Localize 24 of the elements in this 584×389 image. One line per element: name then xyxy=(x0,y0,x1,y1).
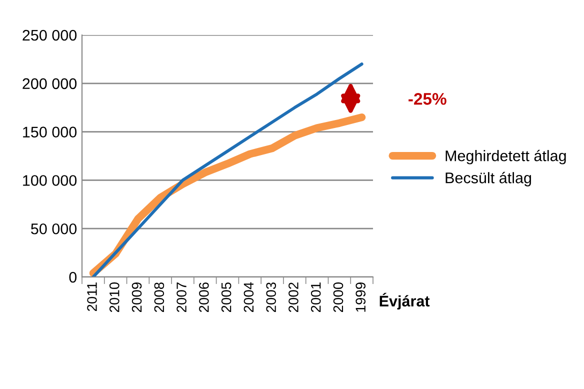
x-tick-label: 2002 xyxy=(288,282,298,312)
y-tick-label: 200 000 xyxy=(22,78,77,90)
x-axis-title: Évjárat xyxy=(380,292,430,310)
x-tick-label: 2001 xyxy=(310,282,321,312)
x-tick-label: 2003 xyxy=(266,282,276,312)
x-tick-label: 2006 xyxy=(199,282,209,312)
x-tick-label: 2000 xyxy=(333,282,344,312)
x-tick-label: 2010 xyxy=(109,282,120,312)
y-tick-label: 250 000 xyxy=(22,30,77,41)
legend-label: Becsült átlag xyxy=(446,172,532,186)
x-tick-label: 2007 xyxy=(176,282,186,312)
x-tick-label: 2004 xyxy=(244,282,254,312)
text: -25% xyxy=(408,93,446,105)
y-tick-label: 150 000 xyxy=(23,126,77,138)
y-tick-label: 100 000 xyxy=(23,175,77,186)
x-tick-label: 2008 xyxy=(154,282,164,312)
x-tick-label: 2009 xyxy=(132,282,142,312)
legend-label: Meghirdetett átlag xyxy=(446,150,566,164)
x-tick-label: 2005 xyxy=(221,282,232,312)
line-series xyxy=(92,62,364,277)
x-tick-label: 1999 xyxy=(356,282,366,312)
y-tick-label: 0 xyxy=(69,272,77,283)
x-tick-label: 2011 xyxy=(87,282,97,312)
y-tick-label: 50 000 xyxy=(31,223,77,234)
